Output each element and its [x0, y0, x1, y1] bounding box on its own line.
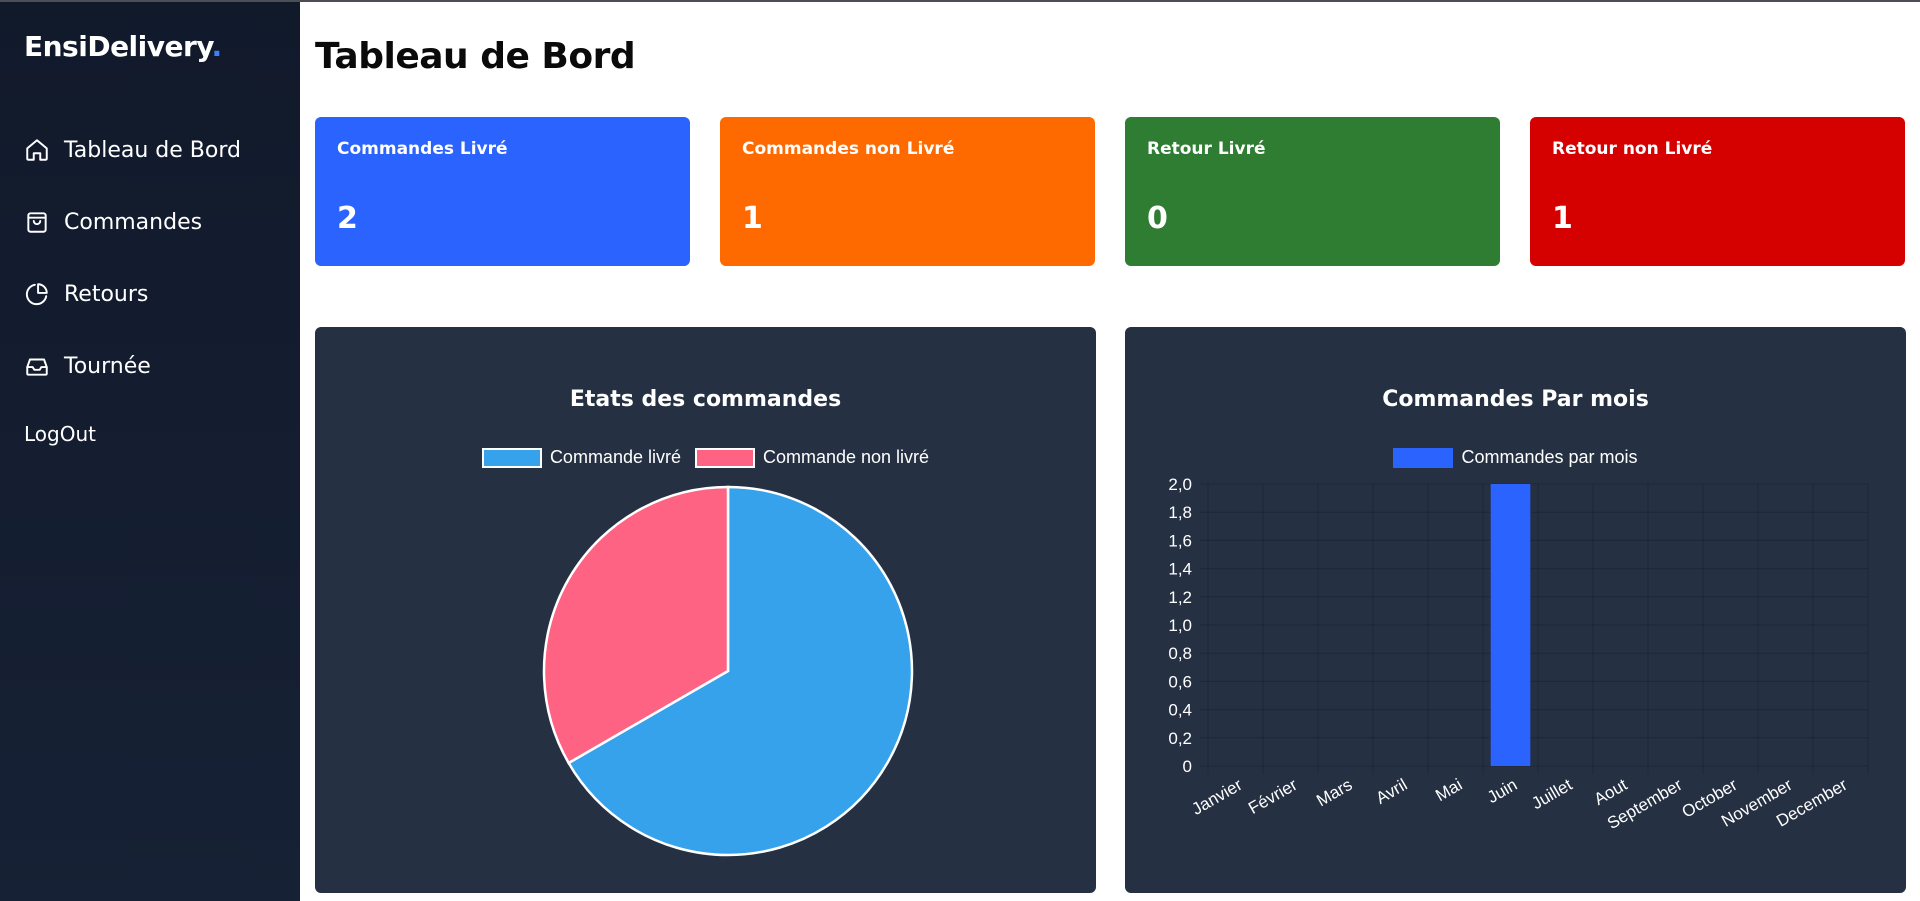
stat-card-label: Retour Livré [1147, 139, 1266, 159]
legend-swatch [481, 447, 542, 468]
chart-legend: Commande livré Commande non livré [315, 447, 1096, 468]
y-tick-label: 1,0 [1168, 616, 1192, 635]
y-tick-label: 1,2 [1168, 588, 1192, 607]
sidebar-item-label: Commandes [64, 209, 203, 235]
shopping-bag-icon [24, 209, 50, 235]
chart-legend: Commandes par mois [1125, 447, 1906, 468]
legend-swatch [1393, 447, 1454, 468]
pie-slice-not-delivered[interactable] [542, 485, 730, 765]
pie-chart [542, 485, 914, 857]
stat-card-retour-non-livre[interactable]: Retour non Livré 1 [1530, 117, 1905, 266]
stat-card-label: Retour non Livré [1552, 139, 1713, 159]
logo-text: EnsiDelivery [24, 30, 212, 63]
y-tick-label: 0,8 [1168, 644, 1192, 663]
y-tick-label: 0,4 [1168, 701, 1192, 720]
stat-card-value: 2 [337, 201, 358, 236]
stat-card-commandes-livre[interactable]: Commandes Livré 2 [315, 117, 690, 266]
y-tick-label: 2,0 [1168, 475, 1192, 494]
x-tick-label: Avril [1373, 775, 1411, 808]
x-tick-label: Juillet [1528, 775, 1575, 813]
stat-card-value: 0 [1147, 201, 1168, 236]
x-tick-label: Mai [1432, 775, 1465, 805]
y-tick-label: 1,8 [1168, 503, 1192, 522]
stat-card-label: Commandes Livré [337, 139, 508, 159]
logo-dot: . [211, 30, 222, 63]
legend-label: Commandes par mois [1461, 447, 1638, 467]
x-tick-label: Mars [1313, 775, 1355, 810]
sidebar-item-tableau-de-bord[interactable]: Tableau de Bord [24, 130, 241, 170]
logout-link[interactable]: LogOut [24, 422, 96, 446]
pie-chart-panel: Etats des commandes Commande livré Comma… [315, 327, 1096, 893]
app-logo[interactable]: EnsiDelivery. [24, 30, 222, 63]
sidebar-item-commandes[interactable]: Commandes [24, 202, 202, 242]
window-top-border [0, 0, 1920, 2]
legend-swatch [694, 447, 755, 468]
stat-card-retour-livre[interactable]: Retour Livré 0 [1125, 117, 1500, 266]
sidebar-item-label: Retours [64, 281, 149, 307]
legend-entry-commandes-par-mois[interactable]: Commandes par mois [1393, 447, 1638, 468]
x-tick-label: Juin [1484, 775, 1521, 807]
bar-juin[interactable] [1490, 484, 1531, 766]
legend-entry-delivered[interactable]: Commande livré [481, 447, 681, 468]
sidebar-item-label: Tournée [64, 353, 151, 379]
stat-card-commandes-non-livre[interactable]: Commandes non Livré 1 [720, 117, 1095, 266]
y-tick-label: 0,2 [1168, 729, 1192, 748]
page-title: Tableau de Bord [315, 36, 636, 77]
home-icon [24, 137, 50, 163]
legend-label: Commande livré [549, 447, 681, 467]
y-tick-label: 0 [1183, 757, 1192, 776]
sidebar-item-retours[interactable]: Retours [24, 274, 148, 314]
legend-label: Commande non livré [762, 447, 930, 467]
bar-chart: 0 0,2 0,4 0,6 0,8 1,0 1,2 1,4 1,6 1,8 2,0 Janvier Fé… [1168, 475, 1869, 833]
sidebar-item-tournee[interactable]: Tournée [24, 346, 151, 386]
chart-title: Etats des commandes [569, 387, 842, 412]
sidebar-item-label: Tableau de Bord [64, 137, 241, 163]
pie-chart-icon [24, 281, 50, 307]
y-tick-label: 1,4 [1168, 560, 1192, 579]
stat-card-value: 1 [1552, 201, 1573, 236]
legend-entry-not-delivered[interactable]: Commande non livré [694, 447, 930, 468]
x-tick-label: Février [1245, 775, 1301, 818]
y-tick-label: 0,6 [1168, 672, 1192, 691]
x-tick-label: Janvier [1189, 775, 1246, 819]
stat-card-value: 1 [742, 201, 763, 236]
sidebar: EnsiDelivery. Tableau de Bord Commandes … [0, 2, 300, 901]
inbox-tray-icon [24, 353, 50, 379]
y-tick-label: 1,6 [1168, 531, 1192, 550]
pie-slice-delivered[interactable] [566, 485, 914, 857]
chart-title: Commandes Par mois [1382, 387, 1649, 412]
stat-card-label: Commandes non Livré [742, 139, 955, 159]
